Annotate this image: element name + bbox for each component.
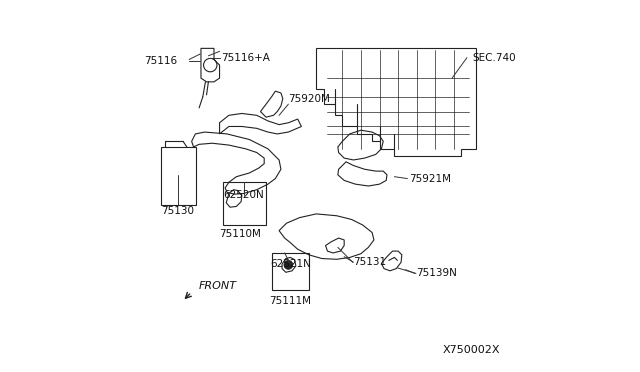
Text: 75920M: 75920M [289,94,330,104]
Text: 62520N: 62520N [223,190,264,200]
Text: X750002X: X750002X [443,345,500,355]
Bar [161,147,196,205]
Text: FRONT: FRONT [199,282,237,291]
Text: 75116: 75116 [143,57,177,66]
Text: 62521N: 62521N [270,259,310,269]
Text: 75110M: 75110M [219,229,261,239]
Circle shape [284,260,293,269]
Text: 75111M: 75111M [269,296,311,306]
Text: 75921M: 75921M [410,174,451,183]
Bar [223,182,266,225]
Text: SEC.740: SEC.740 [472,53,516,62]
Bar [271,253,309,290]
Text: 75139N: 75139N [416,269,457,278]
Text: 75130: 75130 [161,206,195,217]
Text: 75131: 75131 [353,257,386,267]
Text: 75116+A: 75116+A [221,53,270,62]
